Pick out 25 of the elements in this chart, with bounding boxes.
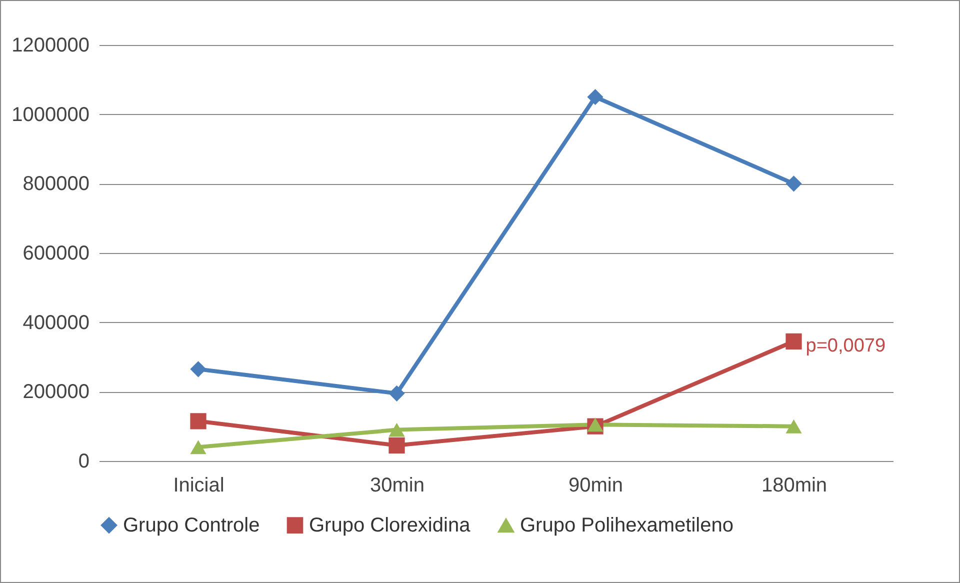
point xyxy=(786,419,802,434)
point xyxy=(190,413,206,430)
y-tick-label: 1200000 xyxy=(12,34,90,56)
y-tick-label: 400000 xyxy=(22,312,90,334)
point xyxy=(587,88,604,106)
point xyxy=(388,385,405,402)
legend-label: Grupo Polihexametileno xyxy=(520,514,734,536)
x-tick-label: 30min xyxy=(370,474,424,496)
point xyxy=(190,440,206,454)
legend-label: Grupo Controle xyxy=(123,514,260,536)
annotation: p=0,0079 xyxy=(806,335,886,356)
point xyxy=(786,176,802,192)
point xyxy=(388,422,405,437)
y-tick-label: 800000 xyxy=(22,173,90,196)
x-tick-label: Inicial xyxy=(173,474,224,496)
legend-label: Grupo Clorexidina xyxy=(309,514,472,536)
point xyxy=(786,333,802,350)
point xyxy=(388,437,405,454)
point xyxy=(190,361,206,378)
y-tick-label: 600000 xyxy=(22,242,90,264)
y-tick-label: 200000 xyxy=(22,381,90,404)
x-tick-label: 180min xyxy=(761,474,828,496)
y-tick-label: 1000000 xyxy=(12,104,90,126)
x-tick-label: 90min xyxy=(568,474,623,496)
y-tick-label: 0 xyxy=(78,450,90,472)
